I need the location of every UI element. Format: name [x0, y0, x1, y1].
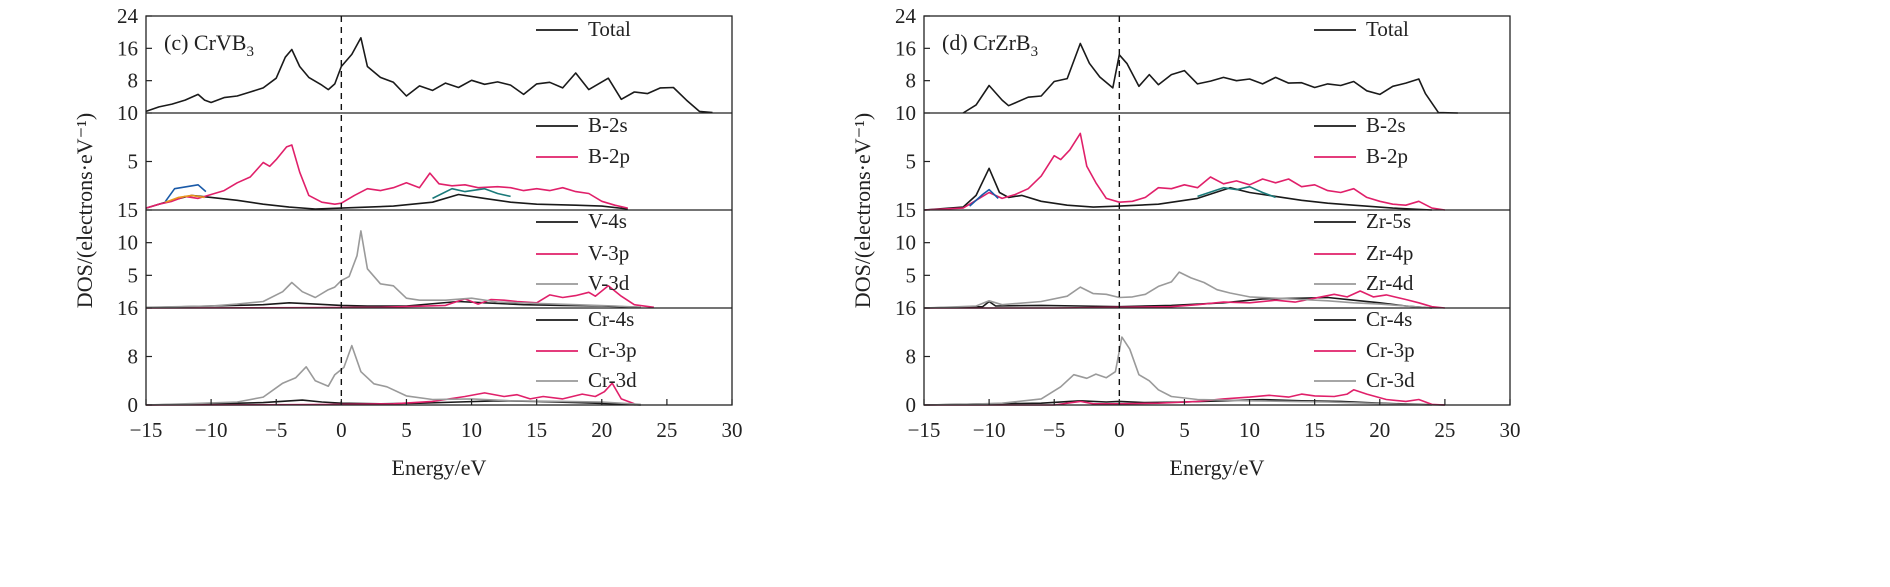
- x-tick-label: 0: [336, 418, 347, 442]
- y-tick-label: 5: [128, 263, 139, 287]
- series-line-total: [145, 36, 713, 114]
- legend-label: Total: [588, 17, 631, 41]
- y-tick-label: 10: [117, 231, 138, 255]
- panel-Cr: 0 8 16 Cr-4s Cr-3p Cr-3d: [117, 296, 641, 417]
- chart-title: (c) CrVB3: [164, 30, 254, 60]
- chart-title-subscript: 3: [246, 44, 254, 60]
- x-tick-label: 20: [1369, 418, 1390, 442]
- y-tick-label: 5: [128, 150, 139, 174]
- x-tick-label: 15: [1304, 418, 1325, 442]
- legend-label: Zr-4p: [1366, 241, 1413, 265]
- series-line-b-teal: [432, 187, 511, 200]
- legend-label: B-2p: [588, 144, 630, 168]
- legend-label: V-4s: [588, 209, 627, 233]
- x-tick-label: −10: [973, 418, 1006, 442]
- series-line-cr-3d: [145, 344, 641, 406]
- x-tick-label: 20: [591, 418, 612, 442]
- chart-title-main: (c) CrVB: [164, 30, 246, 55]
- y-tick-label: 24: [117, 4, 139, 28]
- series-line-b-blue: [969, 188, 999, 207]
- legend-label: Zr-5s: [1366, 209, 1411, 233]
- y-tick-label: 10: [895, 101, 916, 125]
- series-line-b-orange: [165, 194, 205, 203]
- panel-Zr: 5 10 15 Zr-5s Zr-4p Zr-4d: [895, 198, 1445, 309]
- series-line-v-3d: [145, 230, 641, 309]
- y-tick-label: 10: [117, 101, 138, 125]
- series-line-zr-4d: [923, 271, 1432, 309]
- y-tick-label: 16: [117, 36, 138, 60]
- series-line-v-4s: [145, 300, 641, 309]
- legend-label: Zr-4d: [1366, 271, 1414, 295]
- series-line-cr-3p: [145, 382, 635, 406]
- y-tick-label: 16: [895, 36, 916, 60]
- legend-label: B-2s: [588, 113, 628, 137]
- panel-total: 8 16 24 Total: [895, 4, 1458, 114]
- x-tick-label: −5: [265, 418, 287, 442]
- x-tick-label: 25: [656, 418, 677, 442]
- panel-B: 5 10 B-2s B-2p: [895, 101, 1446, 211]
- y-tick-label: 16: [117, 296, 138, 320]
- legend-label: V-3d: [588, 271, 630, 295]
- y-tick-label: 15: [117, 198, 138, 222]
- series-line-cr-3p: [924, 388, 1445, 406]
- series-line-b-2s: [145, 193, 628, 210]
- chart-title-subscript: 3: [1031, 44, 1039, 60]
- legend-label: B-2p: [1366, 144, 1408, 168]
- y-tick-label: 8: [906, 69, 917, 93]
- x-tick-label: 15: [526, 418, 547, 442]
- legend-label: Cr-4s: [588, 307, 634, 331]
- y-tick-label: 0: [906, 393, 917, 417]
- series-line-b-2p: [145, 144, 628, 209]
- chart-title-main: (d) CrZrB: [942, 30, 1031, 55]
- panel-total: 8 16 24 Total: [117, 4, 713, 114]
- y-axis-label: DOS/(electrons·eV⁻¹): [72, 113, 97, 308]
- x-tick-label: 0: [1114, 418, 1125, 442]
- legend-label: Cr-3d: [1366, 368, 1415, 392]
- x-tick-label: −15: [130, 418, 163, 442]
- series-line-cr-3d: [923, 336, 1432, 406]
- series-line-b-2p: [923, 132, 1446, 211]
- legend-label: Cr-3p: [1366, 338, 1415, 362]
- x-tick-label: −10: [195, 418, 228, 442]
- series-line-total: [962, 42, 1458, 114]
- panel-B: 5 10 B-2s B-2p: [117, 101, 630, 210]
- x-tick-label: −5: [1043, 418, 1065, 442]
- y-axis-label: DOS/(electrons·eV⁻¹): [850, 113, 875, 308]
- y-tick-label: 15: [895, 198, 916, 222]
- x-axis-label: Energy/eV: [1170, 455, 1265, 480]
- legend-label: B-2s: [1366, 113, 1406, 137]
- panel-Cr: 0 8 16 Cr-4s Cr-3p Cr-3d: [895, 296, 1445, 417]
- chart-title: (d) CrZrB3: [942, 30, 1038, 60]
- y-tick-label: 24: [895, 4, 917, 28]
- x-tick-label: 5: [401, 418, 412, 442]
- x-tick-label: 30: [1500, 418, 1521, 442]
- y-tick-label: 8: [128, 345, 139, 369]
- y-tick-label: 16: [895, 296, 916, 320]
- series-line-b-blue: [164, 184, 207, 202]
- legend-label: Total: [1366, 17, 1409, 41]
- legend-label: Cr-4s: [1366, 307, 1412, 331]
- panel-V: 5 10 15 V-4s V-3p V-3d: [117, 198, 655, 309]
- legend-label: Cr-3p: [588, 338, 637, 362]
- series-line-zr-4p: [924, 290, 1445, 309]
- x-tick-label: 5: [1179, 418, 1190, 442]
- legend-label: V-3p: [588, 241, 629, 265]
- x-tick-label: 30: [722, 418, 743, 442]
- x-tick-label: 25: [1434, 418, 1455, 442]
- y-tick-label: 8: [906, 345, 917, 369]
- x-tick-label: 10: [1239, 418, 1260, 442]
- y-tick-label: 10: [895, 231, 916, 255]
- legend-label: Cr-3d: [588, 368, 637, 392]
- x-axis-label: Energy/eV: [392, 455, 487, 480]
- chart-d: 8 16 24 Total 5 10 B-2s B-2p 5 10 15 Zr-5s Zr-4p Zr-4…: [850, 4, 1521, 480]
- y-tick-label: 8: [128, 69, 139, 93]
- chart-c: 8 16 24 Total 5 10 B-2s B-2p 5 10 15 V-4s V-3p V-3d 0 8…: [72, 4, 743, 480]
- y-tick-label: 5: [906, 150, 917, 174]
- series-line-b-teal: [1197, 185, 1276, 199]
- y-tick-label: 0: [128, 393, 139, 417]
- x-tick-label: 10: [461, 418, 482, 442]
- y-tick-label: 5: [906, 263, 917, 287]
- x-tick-label: −15: [908, 418, 941, 442]
